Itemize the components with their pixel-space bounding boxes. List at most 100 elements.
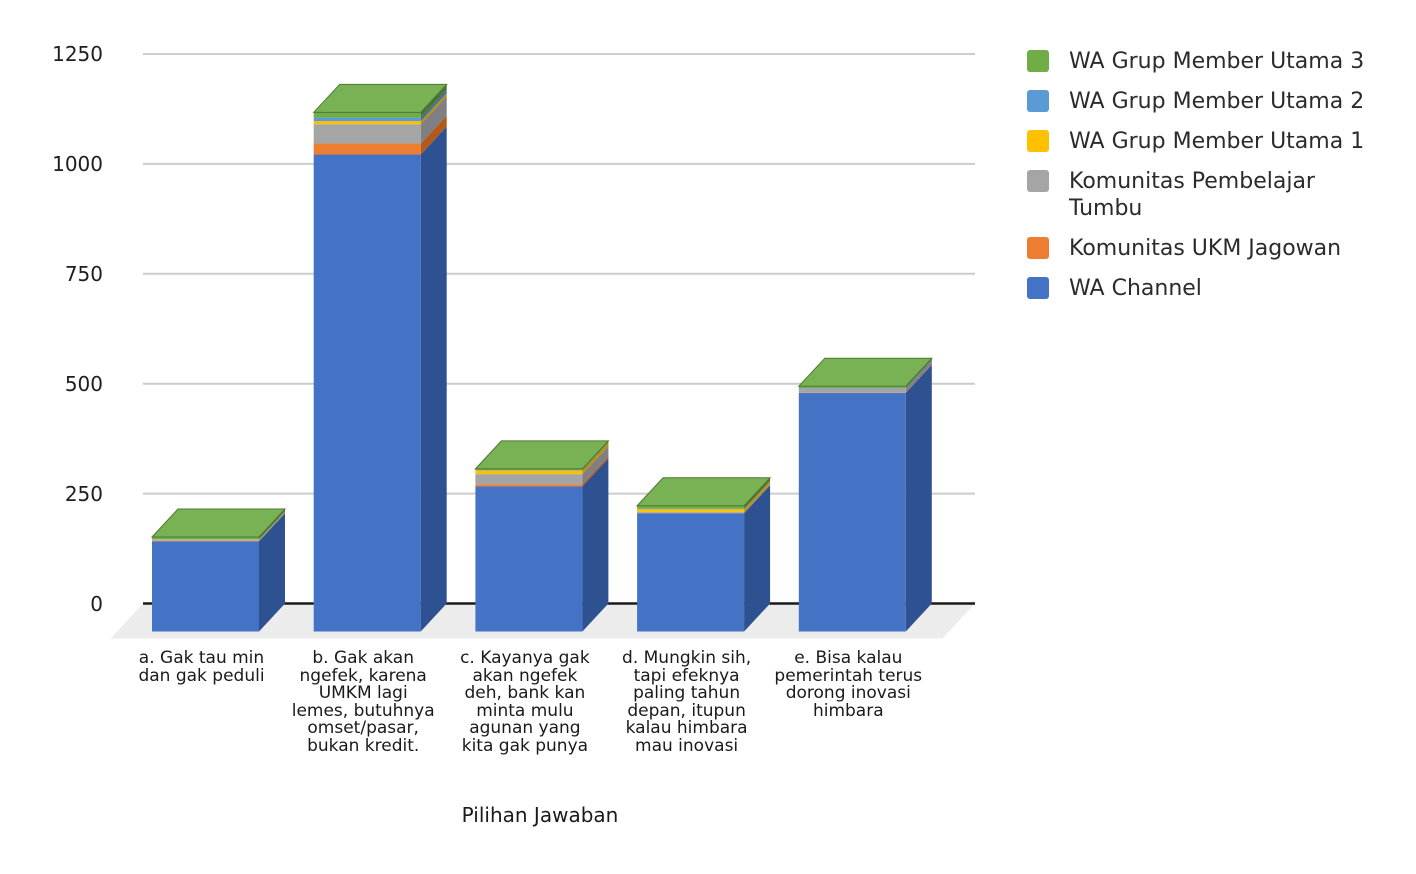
legend-swatch (1027, 90, 1049, 112)
bar-segment-side[interactable] (259, 511, 285, 540)
category-label-line: bukan kredit. (307, 735, 420, 756)
legend-swatch (1027, 170, 1049, 192)
bar-segment-side[interactable] (420, 84, 447, 118)
category-label: a. Gak tau min dan gak peduli (97, 648, 307, 685)
bar-segment-front[interactable] (152, 540, 259, 541)
legend-label: Komunitas UKM Jagowan (1069, 236, 1342, 261)
category-label-line: ngefek, karena (299, 665, 427, 686)
category-label-line: deh, bank kan (464, 683, 586, 703)
bar-segment-front[interactable] (313, 121, 421, 125)
bar-segment-top[interactable] (150, 508, 287, 538)
legend-label: WA Grup Member Utama 2 (1069, 89, 1365, 114)
bar-segment-side[interactable] (582, 456, 609, 487)
legend-label: Komunitas Pembelajar Tumbu (1069, 169, 1315, 221)
bar-segment-side[interactable] (420, 96, 447, 144)
bar-segment-side[interactable] (744, 484, 771, 514)
category-label: d. Mungkin sih, tapi efeknya paling tahun d… (582, 648, 792, 756)
category-label-line: c. Kayanya gak (460, 648, 590, 668)
bar-segment-front[interactable] (637, 511, 745, 513)
bar-segment-front[interactable] (313, 154, 421, 632)
bar-segment-top[interactable] (312, 83, 448, 113)
bar-segment-side[interactable] (744, 481, 771, 512)
bar-segment-side[interactable] (420, 89, 447, 122)
bar-segment-side[interactable] (259, 513, 285, 632)
bar-segment-front[interactable] (798, 386, 906, 388)
bar-segment-front[interactable] (637, 513, 745, 632)
category-label-line: dorong inovasi (785, 683, 911, 703)
y-tick-label: 1250 (52, 42, 103, 66)
category-label-line: depan, itupun (627, 700, 746, 721)
category-label-line: kalau himbara (625, 718, 748, 738)
legend-item[interactable]: Komunitas Pembelajar Tumbu (1027, 168, 1369, 222)
category-label-line: e. Bisa kalau (794, 648, 903, 668)
category-label-line: agunan yang (469, 718, 581, 738)
bar-segment-front[interactable] (313, 124, 421, 144)
bar-segment-side[interactable] (420, 115, 447, 155)
category-label-line: mau inovasi (635, 735, 739, 756)
legend-item[interactable]: WA Channel (1027, 275, 1369, 302)
bar-segment-side[interactable] (582, 442, 609, 471)
bar-segment-top[interactable] (635, 477, 772, 507)
bar-segment-front[interactable] (475, 468, 583, 471)
category-label-line: himbara (812, 700, 884, 721)
bar-segment-front[interactable] (475, 470, 583, 475)
category-label-line: akan ngefek (472, 665, 578, 686)
bar-segment-side[interactable] (744, 477, 771, 509)
legend-swatch (1027, 50, 1049, 72)
category-label-line: d. Mungkin sih, (622, 648, 752, 668)
bar-segment-side[interactable] (420, 93, 447, 125)
bar-segment-side[interactable] (420, 126, 447, 632)
bar-segment-front[interactable] (313, 112, 421, 118)
bar-segment-front[interactable] (152, 541, 259, 632)
bar-segment-top[interactable] (797, 357, 933, 387)
legend-swatch (1027, 237, 1049, 259)
bar-segment-side[interactable] (582, 446, 609, 485)
bar-segment-side[interactable] (905, 359, 932, 389)
legend-label: WA Channel (1069, 276, 1202, 301)
category-label-line: pemerintah terus (774, 665, 923, 686)
bar-segment-side[interactable] (905, 360, 932, 393)
y-tick-label: 250 (64, 481, 103, 506)
bar-segment-front[interactable] (637, 505, 745, 509)
y-tick-label: 500 (64, 371, 103, 396)
y-tick-label: 0 (90, 591, 103, 616)
bar-segment-front[interactable] (475, 484, 583, 487)
bar-segment-side[interactable] (259, 511, 285, 541)
category-label-line: UMKM lagi (318, 683, 408, 703)
bar-segment-front[interactable] (152, 536, 259, 540)
category-label-line: omset/pasar, (307, 718, 419, 738)
bar-segment-side[interactable] (259, 512, 285, 542)
bar-segment-side[interactable] (582, 458, 609, 632)
bar-segment-side[interactable] (744, 480, 771, 510)
category-label-line: minta mulu (476, 700, 574, 721)
category-label: b. Gak akan ngefek, karena UMKM lagi lemes,… (258, 648, 468, 756)
bar-segment-front[interactable] (313, 143, 421, 155)
x-axis-title: Pilihan Jawaban (461, 803, 619, 827)
legend-item[interactable]: WA Grup Member Utama 3 (1027, 48, 1369, 75)
y-tick-label: 1000 (52, 151, 103, 176)
bar-segment-front[interactable] (475, 486, 583, 632)
bar-segment-side[interactable] (905, 364, 932, 632)
bar-segment-front[interactable] (475, 474, 583, 485)
category-label-line: b. Gak akan (312, 648, 414, 668)
category-label-line: a. Gak tau min (138, 648, 265, 668)
bar-segment-side[interactable] (744, 485, 771, 632)
legend-item[interactable]: WA Grup Member Utama 1 (1027, 128, 1369, 155)
bar-segment-front[interactable] (798, 392, 906, 632)
bar-segment-front[interactable] (313, 117, 421, 122)
bar-segment-side[interactable] (259, 512, 285, 541)
legend: WA Grup Member Utama 3 WA Grup Member Uta… (1027, 48, 1369, 315)
bar-segment-top[interactable] (474, 440, 610, 470)
bar-segment-side[interactable] (744, 483, 771, 513)
category-label-line: tapi efeknya (633, 665, 740, 686)
category-label-line: kita gak punya (461, 735, 589, 756)
bar-segment-front[interactable] (637, 509, 745, 512)
legend-item[interactable]: Komunitas UKM Jagowan (1027, 235, 1369, 262)
bar-segment-side[interactable] (582, 442, 609, 475)
bar-segment-front[interactable] (798, 388, 906, 393)
legend-swatch (1027, 130, 1049, 152)
bar-segment-side[interactable] (905, 364, 932, 393)
legend-swatch (1027, 277, 1049, 299)
legend-item[interactable]: WA Grup Member Utama 2 (1027, 88, 1369, 115)
